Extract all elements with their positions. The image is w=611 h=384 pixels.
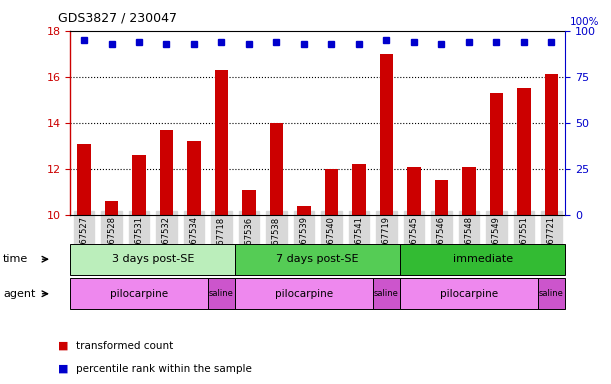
Bar xyxy=(104,201,119,215)
Bar xyxy=(379,54,393,215)
Text: ■: ■ xyxy=(58,341,68,351)
Text: pilocarpine: pilocarpine xyxy=(440,289,498,299)
Bar xyxy=(324,169,338,215)
Bar xyxy=(544,74,558,215)
Bar xyxy=(462,167,476,215)
Bar xyxy=(517,88,531,215)
Bar xyxy=(269,123,284,215)
Bar xyxy=(242,190,256,215)
Text: percentile rank within the sample: percentile rank within the sample xyxy=(76,364,252,374)
Bar xyxy=(407,167,421,215)
Text: 7 days post-SE: 7 days post-SE xyxy=(276,254,359,264)
Text: pilocarpine: pilocarpine xyxy=(110,289,168,299)
Bar xyxy=(187,141,201,215)
Text: agent: agent xyxy=(3,289,35,299)
Text: 3 days post-SE: 3 days post-SE xyxy=(112,254,194,264)
Bar xyxy=(352,164,366,215)
Bar xyxy=(434,180,448,215)
Text: pilocarpine: pilocarpine xyxy=(275,289,333,299)
Bar xyxy=(77,144,91,215)
Bar xyxy=(159,130,174,215)
Text: saline: saline xyxy=(539,289,564,298)
Bar xyxy=(297,206,311,215)
Text: immediate: immediate xyxy=(453,254,513,264)
Bar xyxy=(214,70,229,215)
Text: 100%: 100% xyxy=(570,17,599,27)
Text: time: time xyxy=(3,254,28,264)
Text: saline: saline xyxy=(209,289,234,298)
Text: saline: saline xyxy=(374,289,399,298)
Text: transformed count: transformed count xyxy=(76,341,174,351)
Bar xyxy=(132,155,146,215)
Text: GDS3827 / 230047: GDS3827 / 230047 xyxy=(58,12,177,25)
Bar xyxy=(489,93,503,215)
Text: ■: ■ xyxy=(58,364,68,374)
